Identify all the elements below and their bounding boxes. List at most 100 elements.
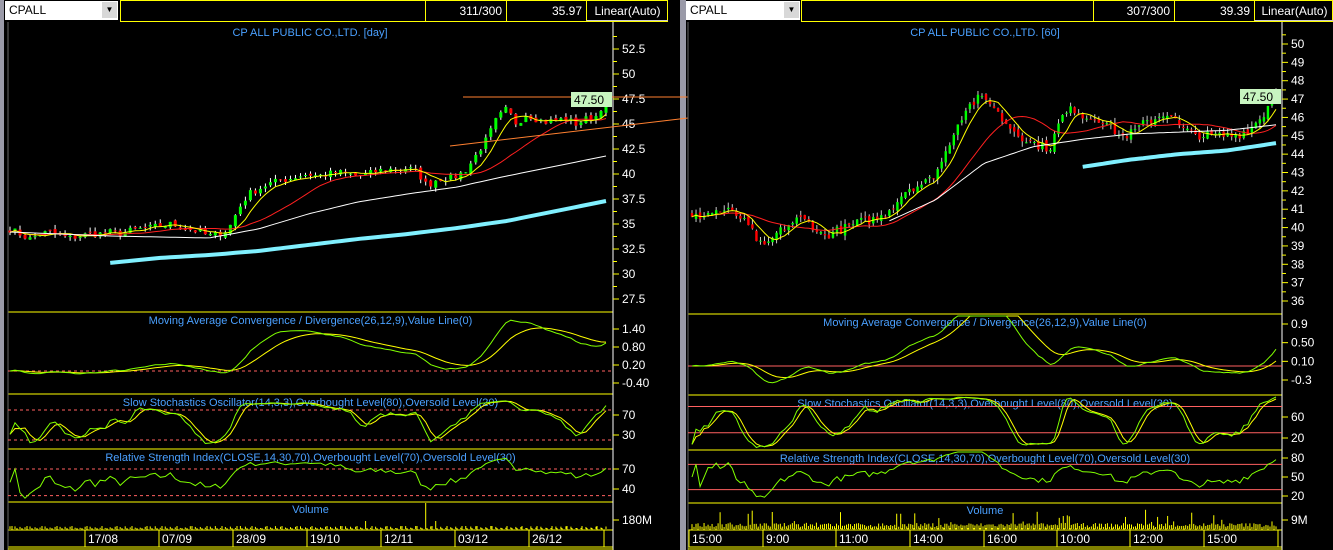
- left-candle-body: [68, 235, 72, 238]
- right-candle-body: [912, 188, 915, 192]
- left-candle-body: [539, 119, 543, 121]
- left-bar-count: 311/300: [425, 1, 506, 21]
- left-symbol-combobox[interactable]: CPALL ▼: [5, 1, 118, 20]
- left-time-label: 19/10: [310, 532, 340, 546]
- right-candle-body: [940, 161, 943, 169]
- left-macd-tick-label: 0.20: [622, 358, 646, 372]
- left-candle-body: [238, 206, 242, 215]
- right-candle-body: [1073, 107, 1076, 114]
- right-ma-long-line: [889, 124, 1277, 222]
- right-candle-body: [847, 223, 851, 226]
- right-candle-body: [843, 224, 847, 236]
- left-rsi-title: Relative Strength Index(CLOSE,14,30,70),…: [105, 452, 515, 464]
- left-candle-body: [404, 169, 408, 173]
- left-candle-body: [449, 173, 453, 180]
- right-candle-body: [904, 192, 907, 198]
- right-candle-body: [751, 224, 754, 229]
- left-rsi-line: [9, 457, 607, 499]
- right-candle-body: [868, 216, 871, 225]
- left-candle-body: [208, 234, 212, 236]
- right-macd-title: Moving Average Convergence / Divergence(…: [823, 317, 1147, 329]
- right-candle-body: [1141, 120, 1145, 125]
- right-symbol-combobox[interactable]: CPALL ▼: [686, 1, 800, 20]
- pane-splitter[interactable]: [680, 0, 686, 550]
- left-ma-short-line: [9, 113, 607, 237]
- left-ma-mid-line: [9, 118, 607, 236]
- right-price-tick-label: 41: [1291, 202, 1305, 216]
- left-candle-body: [88, 231, 92, 233]
- right-price-tick-label: 42: [1291, 184, 1305, 198]
- left-stoch-tick-label: 70: [622, 408, 636, 422]
- left-candle-body: [113, 230, 117, 232]
- right-candle-body: [1218, 132, 1221, 136]
- right-info-bar: 307/300 39.39 Linear(Auto): [801, 0, 1333, 22]
- right-ma-mid-line: [691, 115, 1277, 232]
- right-candle-body: [714, 210, 718, 216]
- left-scale-mode-button[interactable]: Linear(Auto): [586, 1, 668, 21]
- right-scale-mode-button[interactable]: Linear(Auto): [1254, 1, 1333, 21]
- right-candle-body: [900, 196, 903, 205]
- right-candle-body: [972, 101, 976, 106]
- left-time-label: 07/09: [162, 532, 192, 546]
- left-candle-body: [334, 171, 338, 173]
- right-candle-body: [944, 151, 947, 163]
- left-volume-tick-label: 180M: [622, 513, 652, 527]
- right-candle-body: [1085, 118, 1088, 120]
- right-candle-body: [731, 207, 734, 210]
- right-macd-line: [691, 315, 1277, 384]
- right-candle-body: [775, 232, 778, 240]
- left-candle-body: [278, 179, 282, 181]
- left-macd-tick-label: 1.40: [622, 322, 646, 336]
- left-price-tick-label: 45: [622, 117, 636, 131]
- right-time-label: 10:00: [1060, 532, 1090, 546]
- right-candle-body: [1049, 149, 1052, 152]
- left-candle-body: [474, 154, 478, 163]
- right-candle-body: [928, 177, 931, 179]
- right-candle-body: [880, 215, 883, 221]
- right-candle-body: [1057, 123, 1060, 135]
- left-candle-body: [564, 116, 568, 121]
- chevron-down-icon[interactable]: ▼: [102, 2, 117, 18]
- right-candle-body: [763, 241, 766, 245]
- left-candle-body: [379, 168, 383, 172]
- left-candle-body: [23, 234, 27, 239]
- right-candle-body: [1170, 115, 1173, 117]
- left-candle-body: [589, 115, 593, 121]
- left-candle-body: [78, 236, 82, 238]
- right-candle-body: [706, 213, 710, 215]
- right-candle-body: [888, 210, 891, 216]
- right-candle-body: [1029, 140, 1032, 142]
- right-candle-body: [1101, 122, 1105, 125]
- left-candle-body: [324, 175, 328, 177]
- right-candle-body: [980, 96, 984, 98]
- right-candle-body: [1246, 129, 1250, 134]
- right-time-label: 14:00: [913, 532, 943, 546]
- left-candle-body: [484, 137, 488, 149]
- right-candle-body: [1105, 123, 1109, 125]
- left-info-bar: 311/300 35.97 Linear(Auto): [120, 0, 668, 22]
- right-candle-body: [1008, 124, 1012, 129]
- left-candle-body: [349, 173, 353, 175]
- right-candle-body: [767, 241, 770, 243]
- left-rsi-tick-label: 40: [622, 482, 636, 496]
- right-candle-body: [1012, 127, 1016, 132]
- right-candle-body: [859, 217, 863, 220]
- left-candle-body: [168, 221, 172, 228]
- left-candle-body: [329, 170, 333, 177]
- right-candle-body: [1262, 117, 1266, 122]
- left-support-trendline: [449, 117, 689, 147]
- right-candle-body: [739, 215, 742, 219]
- left-candle-body: [28, 237, 32, 240]
- left-price-tick-label: 37.5: [622, 192, 646, 206]
- left-candle-body: [384, 170, 388, 172]
- right-candle-body: [1234, 134, 1237, 138]
- right-candle-body: [815, 229, 819, 232]
- right-last-price-label: 47.50: [1243, 90, 1273, 104]
- right-candle-body: [1065, 112, 1068, 114]
- chevron-down-icon[interactable]: ▼: [784, 2, 799, 18]
- right-candle-body: [964, 110, 968, 120]
- right-candle-body: [759, 240, 762, 242]
- left-candle-body: [73, 235, 77, 239]
- left-time-label: 03/12: [458, 532, 488, 546]
